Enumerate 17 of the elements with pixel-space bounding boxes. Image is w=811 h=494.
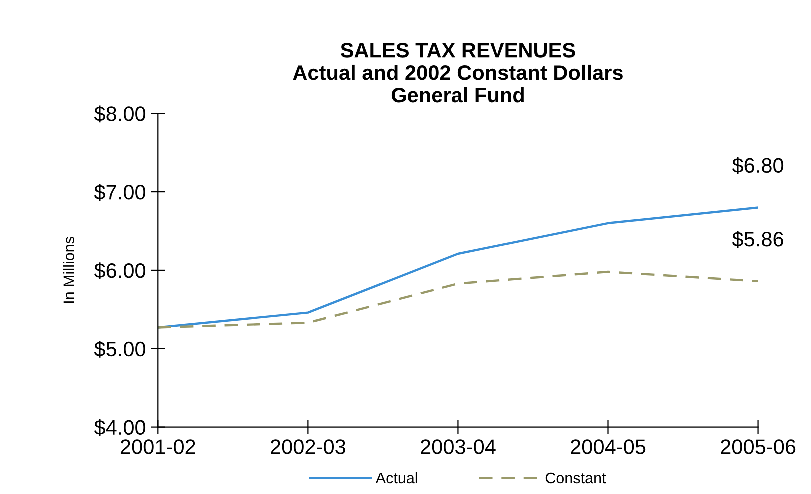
y-tick-label: $4.00	[94, 419, 146, 436]
y-tick-label: $8.00	[94, 106, 146, 123]
y-axis-title: In Millions	[63, 237, 75, 304]
y-tick-label: $7.00	[94, 184, 146, 202]
x-tick-label: 2003-04	[421, 440, 496, 454]
legend-label: Actual	[376, 472, 418, 484]
data-label: $6.80	[732, 157, 784, 174]
x-tick-label: 2005-06	[721, 440, 796, 454]
y-tick-label: $6.00	[94, 262, 146, 280]
x-tick-label: 2001-02	[120, 440, 196, 454]
x-tick-label: 2002-03	[271, 440, 346, 454]
y-tick-label: $5.00	[94, 341, 146, 358]
data-label: $5.86	[732, 231, 784, 248]
line-series	[158, 270, 758, 329]
chart-title: SALES TAX REVENUES Actual and 2002 Constant Dollars General Fund	[293, 43, 623, 103]
legend-label: Constant	[546, 472, 606, 484]
x-tick-label: 2004-05	[571, 440, 646, 454]
